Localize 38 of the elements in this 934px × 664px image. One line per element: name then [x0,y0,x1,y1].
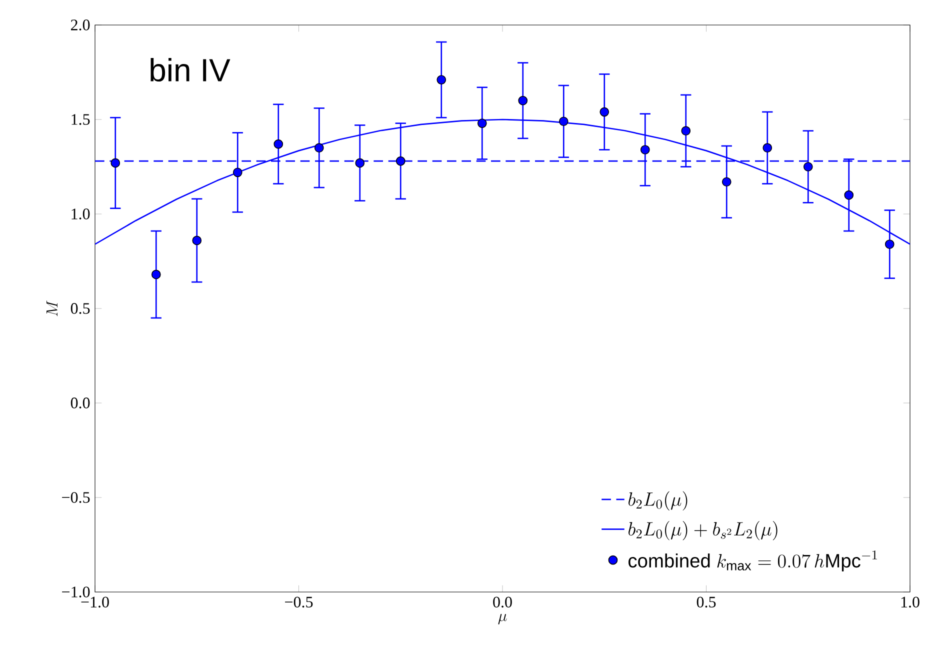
point [558,116,568,126]
y-tick-label: 0.0 [70,398,90,408]
legend-label: $b_2L_0(\mu)$ [628,491,688,510]
point [722,177,732,187]
y-tick-label: 2.0 [71,20,90,30]
y-tick-label: 1.0 [72,208,90,220]
point [192,236,202,246]
point [640,145,650,154]
x-tick-label: −1.0 [81,596,109,608]
x-tick-label: −0.5 [285,596,313,608]
point [884,240,894,249]
y-tick-label: −0.5 [62,492,90,503]
point [762,143,772,153]
point [681,126,691,136]
point [844,190,854,200]
legend-label: $\text{combined }k_{\text{max}}=0.07\,h\text{Mpc}^{-1}$ [628,550,877,572]
point [600,107,610,117]
point [803,162,813,172]
point [518,96,528,106]
point [355,158,365,168]
point [232,168,242,178]
x-axis-title: $\mu$ [498,614,507,624]
y-tick-label: 0.5 [70,303,90,314]
x-tick-label: 1.0 [901,596,920,608]
point [151,270,161,280]
x-tick-label: 0.5 [696,596,716,608]
point [396,156,406,166]
x-tick-label: 0.0 [493,596,512,608]
y-tick-label: −1.0 [62,586,90,598]
annotation: bin IV [150,58,230,82]
point [314,143,324,153]
point [274,139,284,149]
legend-label: $b_2L_0(\mu)+b_{s^2}L_2(\mu)$ [628,521,778,540]
point [436,75,446,84]
point [110,158,120,168]
y-tick-label: 1.5 [72,114,90,125]
y-axis-title: $M$ [46,300,58,316]
point [477,118,487,128]
